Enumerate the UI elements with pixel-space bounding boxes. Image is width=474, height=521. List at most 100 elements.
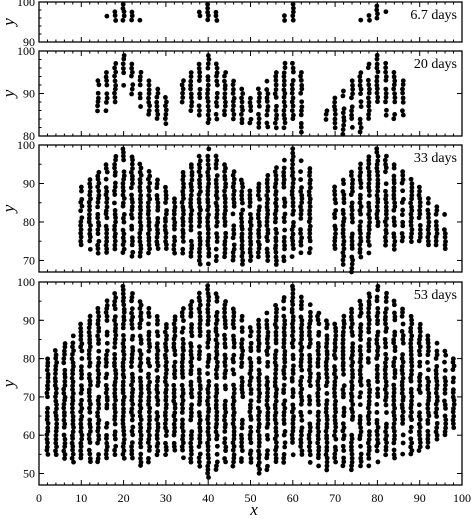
data-point [146, 169, 152, 174]
data-point [383, 299, 389, 304]
data-point [104, 303, 110, 308]
data-point [147, 433, 152, 438]
data-point [257, 466, 262, 472]
data-point [273, 73, 279, 79]
data-point [400, 112, 406, 118]
data-point [180, 219, 186, 225]
data-point [205, 112, 211, 118]
data-point [205, 394, 211, 400]
data-point [375, 283, 381, 289]
data-point [104, 440, 110, 446]
data-point [374, 402, 380, 407]
data-point [366, 451, 371, 457]
data-point [426, 231, 432, 237]
data-point [400, 172, 406, 178]
data-point [239, 120, 245, 126]
data-point [265, 379, 270, 385]
data-point [206, 204, 211, 209]
y-tick-label: 80 [23, 129, 35, 143]
data-point [163, 239, 168, 244]
data-point [281, 258, 287, 264]
data-point [146, 242, 152, 248]
data-point [332, 235, 338, 241]
data-point [382, 375, 388, 381]
data-point [298, 294, 304, 300]
data-point [189, 177, 195, 183]
data-point [299, 417, 305, 423]
data-point [340, 329, 346, 335]
data-point [205, 65, 211, 71]
data-point [213, 394, 219, 399]
y-axis-title: y [0, 18, 18, 28]
data-point [188, 74, 194, 79]
data-point [281, 234, 287, 240]
data-point [257, 204, 262, 210]
data-point [138, 69, 144, 75]
data-point [375, 153, 381, 159]
data-point [213, 398, 219, 404]
data-point [374, 149, 380, 155]
data-point [146, 394, 152, 400]
data-point [113, 157, 118, 163]
data-point [137, 402, 143, 408]
data-point [349, 383, 355, 389]
data-point [54, 360, 60, 365]
data-point [425, 440, 431, 445]
data-point [433, 410, 439, 416]
data-point [357, 344, 363, 350]
data-point [392, 367, 398, 373]
data-point [383, 429, 388, 435]
data-point [87, 451, 93, 457]
data-point [274, 165, 279, 171]
data-point [196, 459, 202, 465]
data-point [147, 180, 153, 186]
data-point [154, 99, 160, 105]
data-point [197, 108, 202, 113]
data-point [358, 161, 363, 167]
data-point [120, 200, 126, 206]
data-point [230, 211, 236, 217]
data-point [340, 262, 346, 267]
data-point [78, 421, 84, 427]
data-point [442, 402, 448, 408]
data-point [391, 231, 397, 237]
data-point [282, 60, 288, 66]
data-point [400, 336, 406, 342]
data-point [357, 246, 363, 252]
data-point [290, 9, 296, 15]
data-point [239, 439, 245, 445]
data-point [408, 413, 414, 419]
data-point [138, 192, 144, 198]
data-point [358, 329, 364, 335]
data-point [70, 379, 76, 385]
data-point [400, 82, 406, 87]
data-point [367, 215, 372, 221]
data-point [425, 383, 431, 389]
data-point [316, 402, 321, 408]
data-point [274, 230, 279, 236]
data-point [289, 306, 295, 312]
data-point [103, 185, 109, 191]
data-point [45, 375, 51, 381]
data-point [340, 207, 346, 213]
data-point [417, 436, 423, 442]
data-point [222, 456, 228, 461]
data-point [129, 17, 135, 23]
data-point [214, 103, 220, 109]
data-point [290, 314, 296, 320]
data-point [264, 340, 270, 346]
data-point [129, 351, 135, 357]
data-point [222, 83, 228, 88]
data-point [180, 177, 186, 183]
data-point [137, 375, 143, 381]
data-point [78, 227, 84, 233]
data-point [222, 306, 227, 312]
data-point [188, 250, 194, 255]
data-point [366, 181, 372, 187]
data-point [382, 387, 388, 392]
data-point [357, 414, 363, 419]
data-point [70, 394, 75, 400]
data-point [273, 371, 278, 377]
data-point [155, 425, 161, 430]
data-point [425, 410, 431, 415]
